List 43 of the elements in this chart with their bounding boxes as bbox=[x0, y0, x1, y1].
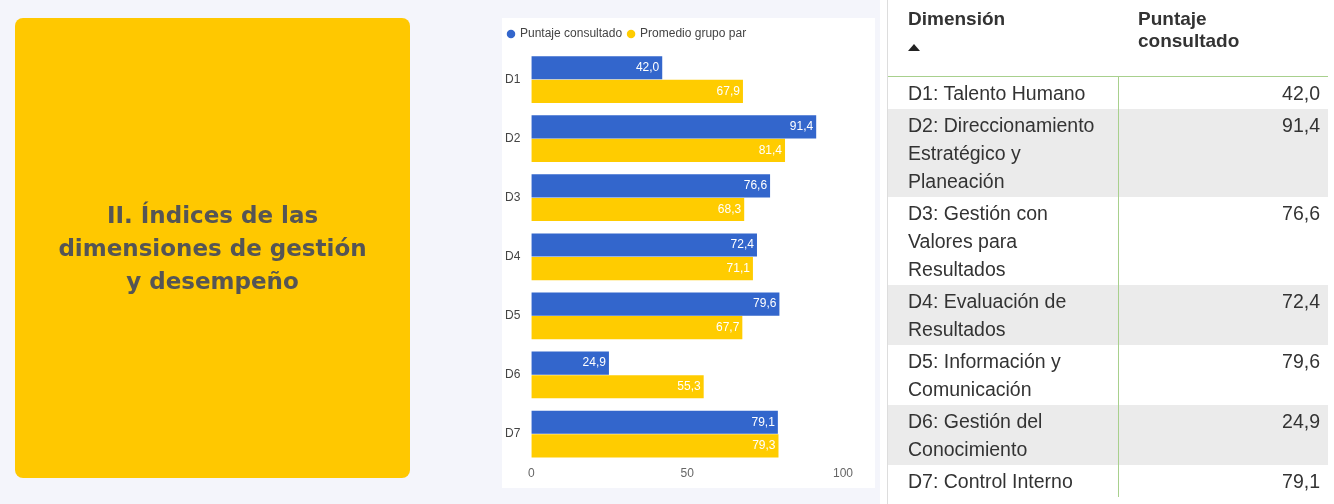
text: 91,4 bbox=[1282, 114, 1320, 136]
category-label: D1: Talento Humano bbox=[907, 81, 1087, 106]
data-label: 42,0 bbox=[635, 60, 660, 75]
y-tick-label: D3 bbox=[505, 190, 521, 205]
text: 42,0 bbox=[1282, 82, 1320, 104]
y-tick-label: D2 bbox=[505, 130, 521, 145]
data-label: 67,7 bbox=[715, 320, 740, 335]
text: 72,4 bbox=[1282, 290, 1320, 312]
data-label: 76,6 bbox=[743, 178, 768, 193]
x-tick-label: 50 bbox=[680, 466, 695, 481]
y-tick-label: D1 bbox=[505, 71, 521, 86]
text: 79,6 bbox=[1282, 350, 1320, 372]
data-label: 79,1 bbox=[751, 414, 776, 429]
y-tick-label: D6 bbox=[505, 367, 521, 382]
text: 76,6 bbox=[1282, 202, 1320, 224]
legend-label: Promedio grupo par bbox=[640, 26, 747, 41]
data-label: 71,1 bbox=[726, 260, 751, 275]
category-label: D4: Evaluación de Resultados bbox=[888, 285, 1118, 345]
category-label: D5: Información y Comunicación bbox=[907, 349, 1062, 402]
data-label: 91,4 bbox=[789, 119, 814, 134]
category-label: D2: Direccionamiento Estratégico y Planeación bbox=[888, 109, 1118, 197]
data-label: 68,3 bbox=[717, 201, 742, 216]
legend-label: Puntaje consultado bbox=[520, 26, 623, 41]
text: 79,1 bbox=[1282, 470, 1320, 492]
text: II. Índices de las dimensiones de gestión y desempeño bbox=[57, 200, 368, 296]
data-label: 24,9 bbox=[582, 355, 607, 370]
category-label: D7: Control Interno bbox=[907, 469, 1074, 494]
x-tick-label: 100 bbox=[832, 466, 854, 481]
category-label: D3: Gestión con Valores para Resultados bbox=[907, 201, 1049, 282]
data-label: 72,4 bbox=[730, 237, 755, 252]
y-tick-label: D4 bbox=[505, 249, 521, 264]
data-label: 55,3 bbox=[677, 379, 702, 394]
data-label: 67,9 bbox=[716, 83, 741, 98]
y-tick-label: D5 bbox=[505, 308, 521, 323]
data-label: 81,4 bbox=[758, 142, 783, 157]
data-label: 79,3 bbox=[752, 438, 776, 453]
text: Dimensión bbox=[907, 7, 1007, 31]
data-label: 79,6 bbox=[753, 296, 777, 311]
text: Puntaje consultado bbox=[1137, 7, 1241, 53]
x-tick-label: 0 bbox=[528, 466, 535, 481]
category-label: D6: Gestión del Conocimiento bbox=[888, 405, 1118, 465]
y-tick-label: D7 bbox=[505, 426, 521, 441]
text: 24,9 bbox=[1282, 410, 1320, 432]
